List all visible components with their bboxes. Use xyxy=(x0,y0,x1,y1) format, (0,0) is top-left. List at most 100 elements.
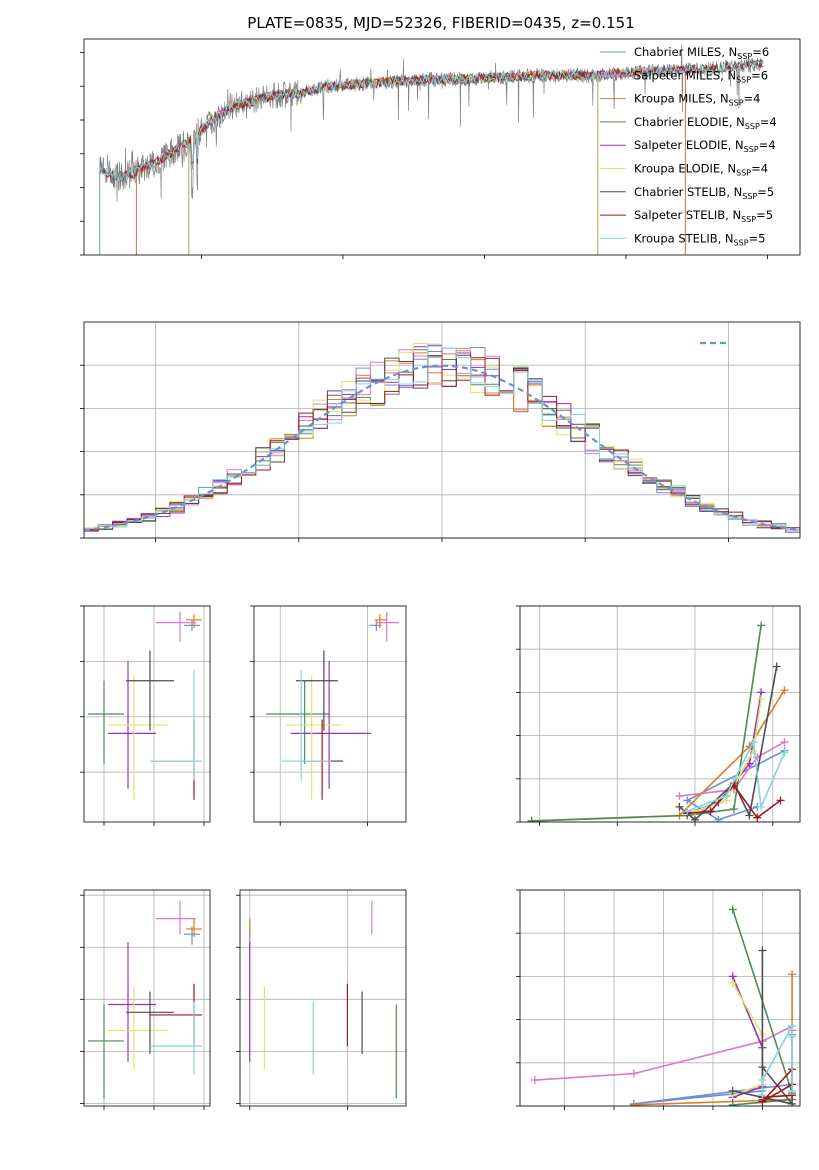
model-line xyxy=(135,66,686,255)
legend-label: Kroupa MILES, N xyxy=(634,92,729,106)
component-marker xyxy=(728,1100,737,1106)
component-marker xyxy=(675,802,684,811)
axes-frame xyxy=(239,889,407,1107)
legend-subscript: SSP xyxy=(729,99,744,108)
component-line xyxy=(679,741,785,797)
component-line xyxy=(534,1025,793,1081)
component-marker xyxy=(757,621,766,630)
legend-subscript: SSP xyxy=(745,122,760,131)
model-line xyxy=(99,58,764,255)
legend-label: Salpeter STELIB, N xyxy=(634,208,741,222)
component-marker xyxy=(745,811,754,820)
component-marker xyxy=(758,946,767,955)
component-marker xyxy=(776,796,785,805)
component-marker xyxy=(780,748,789,757)
component-marker xyxy=(683,807,692,816)
normal-reference-curve xyxy=(84,364,800,532)
plot-area xyxy=(249,900,397,1099)
component-marker xyxy=(788,970,797,979)
age-vs-mass-panel xyxy=(250,605,407,826)
model-line xyxy=(99,59,764,255)
axes-frame xyxy=(253,605,407,823)
component-line xyxy=(731,976,764,1099)
component-marker xyxy=(772,662,781,671)
component-marker xyxy=(728,905,737,914)
legend-label: Chabrier ELODIE, N xyxy=(634,115,745,129)
component-marker xyxy=(757,802,766,811)
legend-entry: Salpeter STELIB, NSSP=5 xyxy=(634,208,773,224)
model-line xyxy=(135,64,686,255)
legend-entry: Chabrier STELIB, NSSP=5 xyxy=(634,185,774,201)
plot-area xyxy=(88,900,202,1099)
model-line xyxy=(135,65,686,255)
component-marker xyxy=(728,978,737,987)
component-marker xyxy=(722,792,731,801)
residual-histogram-panel xyxy=(80,321,801,542)
residual-histogram xyxy=(84,343,800,531)
legend-label: Chabrier MILES, N xyxy=(634,45,737,59)
axes-frame xyxy=(83,38,801,256)
component-marker xyxy=(683,796,692,805)
plot-area xyxy=(527,621,789,822)
component-marker xyxy=(758,1091,767,1100)
legend-tail: =4 xyxy=(759,138,776,152)
legend-label: Kroupa ELODIE, N xyxy=(634,162,736,176)
legend-subscript: SSP xyxy=(736,75,751,84)
legend-tail: =5 xyxy=(757,185,774,199)
component-marker xyxy=(706,807,715,816)
axes-frame xyxy=(519,889,801,1107)
axes-frame xyxy=(83,889,211,1107)
component-marker xyxy=(788,1032,797,1041)
plot-area xyxy=(84,343,800,535)
legend-label: Kroupa STELIB, N xyxy=(634,231,734,245)
legend-entry: Chabrier ELODIE, NSSP=4 xyxy=(634,115,777,131)
plot-area xyxy=(99,44,764,255)
component-marker xyxy=(530,1076,539,1085)
axes-frame xyxy=(83,605,211,823)
legend-entry: Kroupa MILES, NSSP=4 xyxy=(634,92,760,108)
component-marker xyxy=(780,686,789,695)
legend-subscript: SSP xyxy=(741,215,756,224)
component-marker xyxy=(728,1086,737,1095)
component-marker xyxy=(788,1022,797,1031)
legend-entry: Kroupa ELODIE, NSSP=4 xyxy=(634,162,768,178)
legend-entry: Kroupa STELIB, NSSP=5 xyxy=(634,231,765,247)
legend-subscript: SSP xyxy=(742,192,757,201)
component-marker xyxy=(729,805,738,814)
legend-label: Salpeter MILES, N xyxy=(634,68,736,82)
legend-tail: =4 xyxy=(744,92,761,106)
legend-subscript: SSP xyxy=(734,238,749,247)
plot-area xyxy=(530,905,797,1106)
component-marker xyxy=(629,1069,638,1078)
component-marker xyxy=(749,738,758,747)
component-marker xyxy=(629,1100,638,1106)
legend-entry: Salpeter MILES, NSSP=6 xyxy=(634,68,768,84)
component-marker xyxy=(788,1086,797,1095)
component-marker xyxy=(753,813,762,822)
age-vs-metallicity-panel xyxy=(80,605,211,826)
legend-label: Chabrier STELIB, N xyxy=(634,185,742,199)
model-line xyxy=(99,60,764,255)
component-marker xyxy=(527,816,536,822)
component-marker xyxy=(757,694,766,703)
component-marker xyxy=(758,1076,767,1085)
mass-weight-vs-metallicity-panel xyxy=(516,889,801,1110)
legend-subscript: SSP xyxy=(737,52,752,61)
mass-vs-metallicity-panel xyxy=(80,889,211,1110)
legend-subscript: SSP xyxy=(736,169,751,178)
mass-vs-ebv-panel xyxy=(236,889,407,1110)
legend-tail: =6 xyxy=(751,68,768,82)
component-line xyxy=(694,698,762,812)
component-marker xyxy=(714,815,723,822)
component-marker xyxy=(780,738,789,747)
legend-entry: Salpeter ELODIE, NSSP=4 xyxy=(634,138,776,154)
legend-tail: =6 xyxy=(752,45,769,59)
mass-weight-vs-age-panel xyxy=(516,605,801,826)
legend-tail: =5 xyxy=(749,231,766,245)
legend-tail: =4 xyxy=(751,162,768,176)
legend-entry: Chabrier MILES, NSSP=6 xyxy=(634,45,769,61)
legend-tail: =5 xyxy=(756,208,773,222)
